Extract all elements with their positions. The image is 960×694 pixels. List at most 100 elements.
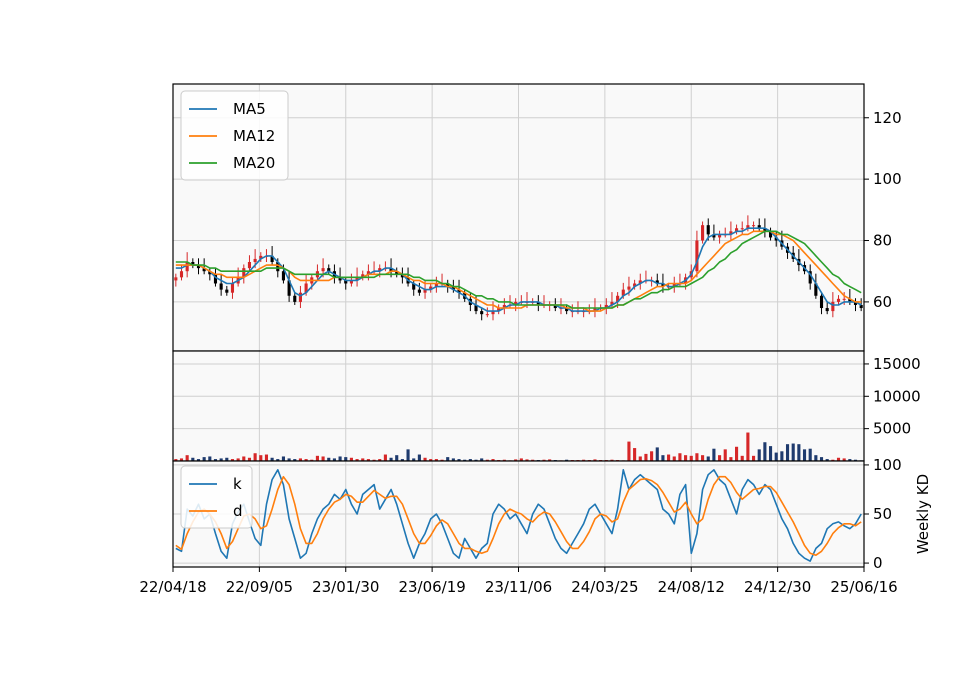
legend-label: k: [233, 475, 242, 493]
kd-y-axis-label: Weekly KD: [914, 474, 932, 554]
volume-bar: [763, 442, 767, 461]
legend-label: MA20: [233, 154, 275, 172]
x-tick-label: 23/01/30: [312, 578, 379, 596]
candle-body: [321, 268, 325, 272]
legend-label: MA5: [233, 100, 266, 118]
volume-bar: [191, 457, 195, 461]
volume-bar: [689, 455, 693, 461]
volume-bar: [202, 457, 206, 461]
volume-bar: [338, 456, 342, 461]
volume-bar: [831, 459, 835, 461]
volume-bar: [735, 446, 739, 461]
volume-bar: [785, 444, 790, 461]
candle-body: [434, 283, 438, 287]
candle-body: [859, 304, 863, 309]
series-line-d: [175, 475, 862, 557]
kd-panel: 0 50 100 kd Weekly KD: [172, 456, 932, 572]
candle-body: [661, 283, 665, 287]
volume-bar: [242, 456, 246, 461]
candle-body: [230, 283, 235, 293]
candle-body: [593, 308, 597, 312]
x-tick-label: 24/03/25: [571, 578, 638, 596]
volume-bar: [729, 457, 733, 461]
candle-body: [457, 289, 461, 293]
x-tick-label: 24/12/30: [744, 578, 811, 596]
volume-bar: [655, 447, 659, 461]
volume-bar: [355, 459, 359, 461]
candle-body: [497, 308, 501, 312]
volume-bar: [638, 456, 642, 461]
volume-bar: [185, 455, 189, 461]
candle-body: [819, 295, 824, 309]
y-tick-label: 60: [873, 293, 892, 311]
candle-body: [174, 277, 178, 281]
volume-bar: [327, 457, 331, 461]
volume-bar: [791, 443, 795, 461]
candle-body: [502, 304, 506, 309]
volume-bar: [740, 455, 744, 461]
candle-body: [757, 225, 761, 229]
volume-bar: [400, 459, 404, 461]
volume-bar: [349, 457, 353, 461]
volume-bar: [468, 459, 472, 461]
volume-bar: [768, 446, 773, 461]
volume-bar: [780, 451, 784, 461]
candle-body: [451, 286, 455, 290]
volume-bar: [797, 444, 801, 461]
volume-bar: [366, 459, 370, 461]
candle-body: [627, 286, 631, 290]
volume-bar: [802, 449, 807, 461]
volume-bar: [672, 456, 676, 461]
volume-bar: [247, 457, 252, 461]
volume-bar: [276, 459, 280, 461]
x-tick-label: 25/06/16: [830, 578, 897, 596]
volume-bar: [684, 455, 688, 461]
candle-body: [853, 301, 858, 305]
volume-bar: [661, 455, 665, 461]
volume-bar: [196, 459, 201, 461]
candle-body: [701, 225, 705, 241]
volume-bar: [253, 453, 257, 461]
candle-body: [412, 283, 416, 290]
volume-bar: [174, 459, 178, 461]
candle-body: [672, 283, 676, 287]
series-line-k: [175, 468, 862, 562]
candle-body: [298, 292, 302, 302]
volume-bar: [485, 459, 489, 461]
volume-bar: [412, 458, 416, 461]
volume-bar: [633, 448, 637, 461]
x-tick-label: 23/11/06: [485, 578, 552, 596]
volume-y-ticks: 5000 10000 15000: [864, 355, 921, 438]
candle-body: [616, 295, 620, 302]
volume-bar: [723, 449, 727, 461]
volume-bar: [531, 459, 535, 461]
volume-bar: [406, 449, 410, 461]
volume-bar: [383, 454, 387, 461]
volume-bar: [463, 459, 467, 461]
candle-body: [633, 283, 637, 287]
candle-body: [196, 265, 201, 269]
volume-bar: [582, 459, 586, 461]
volume-bar: [457, 459, 461, 461]
x-tick-label: 22/04/18: [139, 578, 206, 596]
candle-body: [695, 240, 699, 272]
volume-bar: [321, 456, 325, 461]
volume-bar: [378, 459, 382, 461]
candle-body: [242, 268, 246, 278]
volume-bar: [219, 458, 223, 461]
volume-bar: [718, 455, 722, 461]
candle-body: [842, 298, 846, 300]
volume-bar: [446, 457, 450, 461]
candle-body: [480, 311, 484, 315]
volume-bar: [270, 457, 274, 461]
volume-bar: [259, 455, 263, 461]
price-panel: 60 80 100 120 MA5 MA12 MA20: [172, 83, 902, 352]
candle-body: [179, 271, 184, 278]
volume-bar: [332, 458, 336, 461]
kd-lines: [175, 468, 862, 562]
volume-bar: [848, 459, 852, 461]
series-line-ma5: [175, 227, 862, 312]
candle-body: [327, 268, 331, 272]
volume-bar: [610, 459, 614, 461]
